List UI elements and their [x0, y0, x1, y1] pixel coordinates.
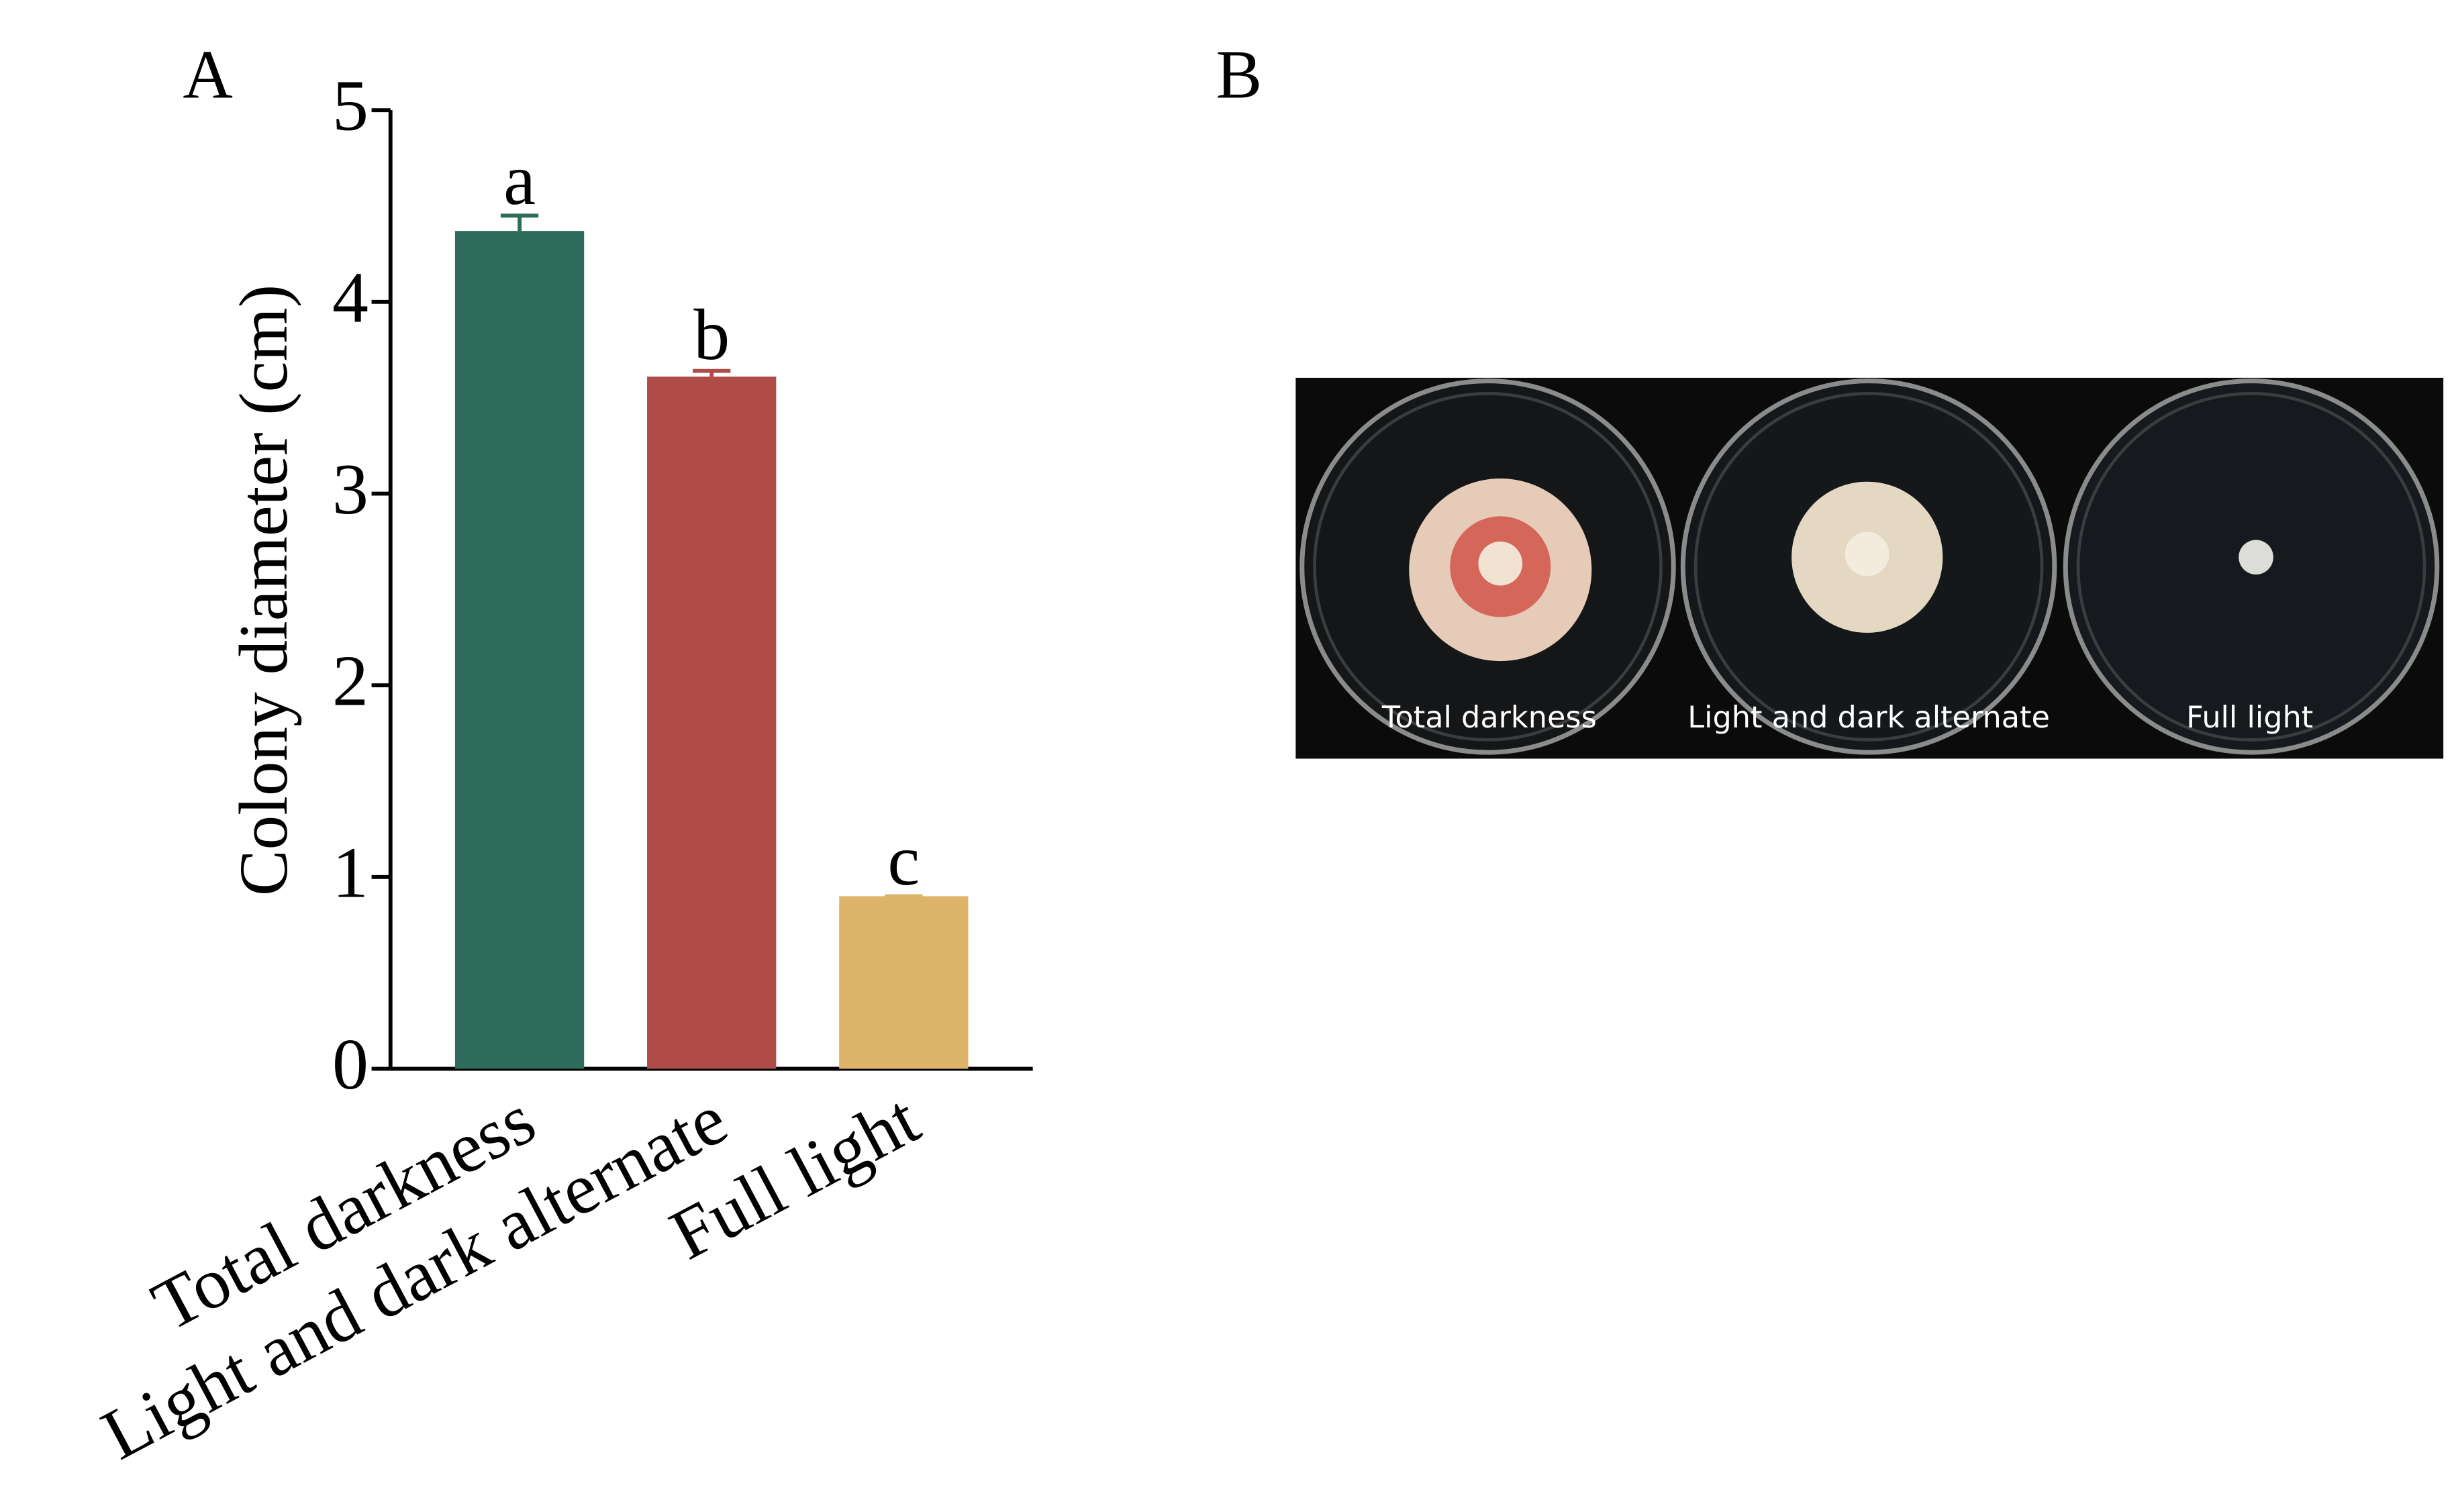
- y-tick-label: 0: [332, 1025, 369, 1105]
- bar: [454, 231, 585, 1069]
- y-tick-label: 1: [332, 833, 369, 913]
- significance-letter: a: [503, 140, 536, 220]
- y-axis-title: Colony diameter (cm): [226, 285, 302, 896]
- y-tick-label: 2: [332, 642, 369, 721]
- photo-panel: Total darkness Light and dark alternate …: [1295, 377, 2444, 759]
- plate-rim: [1693, 392, 2044, 742]
- plate-rim: [1313, 392, 1663, 742]
- colony-center: [1845, 532, 1889, 576]
- colony: [2239, 540, 2273, 575]
- significance-letter: b: [693, 295, 730, 375]
- plate-label: Total darkness: [1381, 700, 1597, 735]
- bar: [647, 376, 777, 1069]
- plate-label: Full light: [2186, 700, 2313, 735]
- y-tick-label: 5: [332, 66, 369, 146]
- plate-rim: [2076, 392, 2426, 742]
- colony-center: [1478, 541, 1523, 586]
- panel-label: B: [1216, 37, 1263, 113]
- significance-letter: c: [887, 821, 920, 901]
- panel-label: A: [183, 37, 233, 113]
- y-tick-label: 4: [332, 258, 369, 338]
- plate-label: Light and dark alternate: [1687, 700, 2050, 735]
- y-tick-label: 3: [332, 450, 369, 530]
- bar: [839, 896, 969, 1069]
